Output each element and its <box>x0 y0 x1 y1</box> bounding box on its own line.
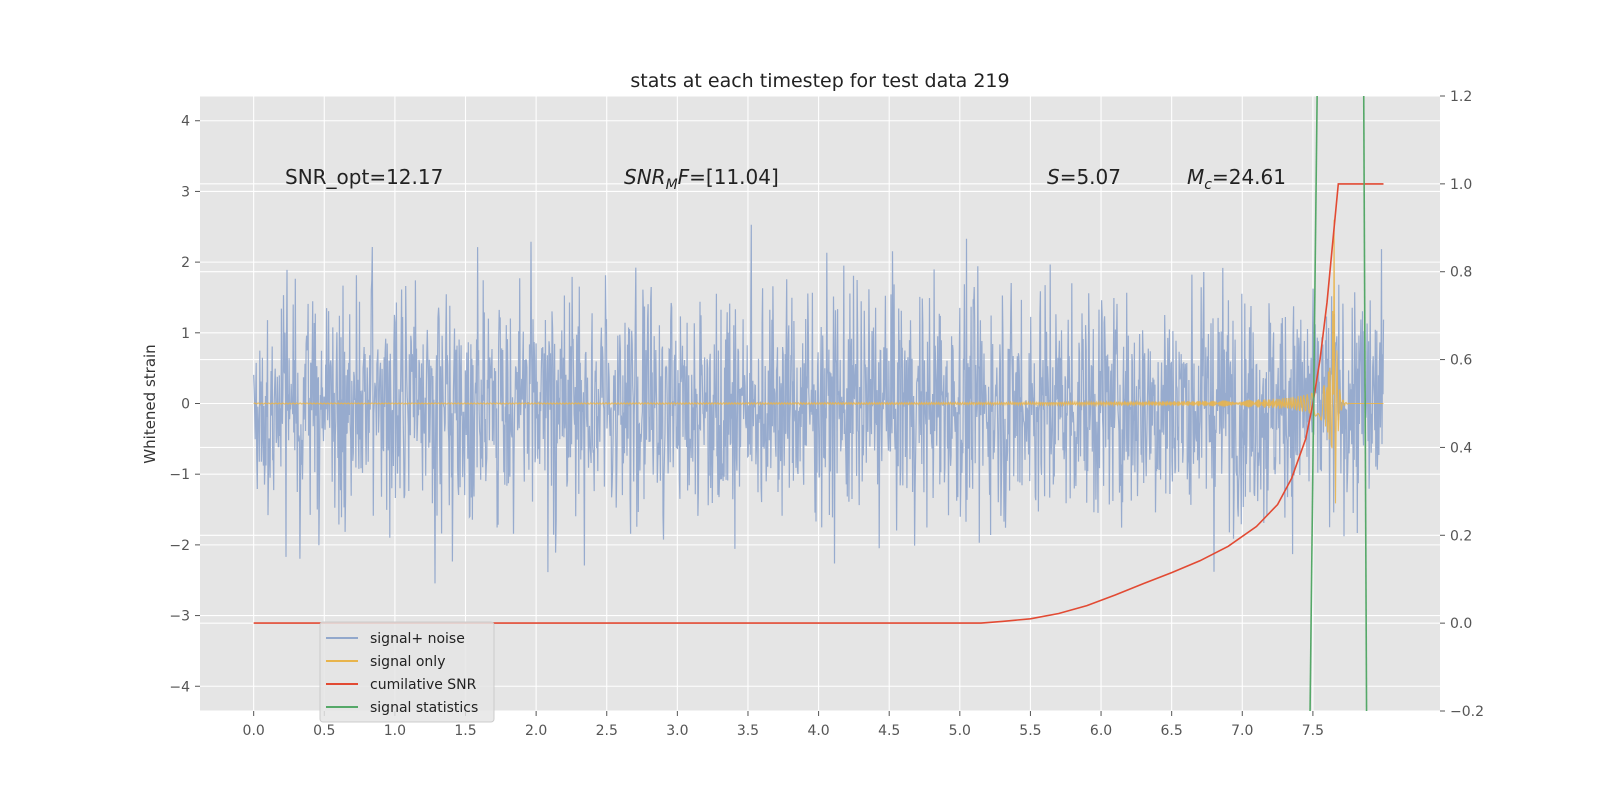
annotations: SNR_opt=12.17 SNRMF=[11.04] S=5.07 Mc=24… <box>285 165 1286 193</box>
y2-tick-label: 0.8 <box>1450 265 1472 281</box>
y-tick-label: 0 <box>181 397 190 413</box>
y2-tick-label: 0.2 <box>1450 528 1472 544</box>
legend-label-signal-only: signal only <box>370 654 445 670</box>
x-tick-label: 0.5 <box>313 723 335 739</box>
x-tick-label: 2.0 <box>525 723 547 739</box>
chart-title: stats at each timestep for test data 219 <box>630 70 1009 92</box>
series-signal-statistics <box>1309 95 1318 712</box>
x-tick-label: 4.0 <box>807 723 829 739</box>
x-tick-label: 0.0 <box>243 723 265 739</box>
x-tick-label: 7.5 <box>1302 723 1324 739</box>
series-signal-only <box>253 219 1384 504</box>
x-tick-label: 5.0 <box>949 723 971 739</box>
x-tick-label: 3.0 <box>666 723 688 739</box>
annotation-snr-mf: SNRMF=[11.04] <box>624 165 779 193</box>
y-tick-label: 2 <box>181 255 190 271</box>
y2-tick-label: 0.4 <box>1450 440 1472 456</box>
series-cumulative-snr <box>253 183 1384 624</box>
legend-label-cumulative-snr: cumilative SNR <box>370 677 477 693</box>
series-signal-statistics <box>1362 95 1368 712</box>
x-tick-label: 4.5 <box>878 723 900 739</box>
legend-label-signal-noise: signal+ noise <box>370 631 465 647</box>
y2-tick-label: 1.0 <box>1450 177 1472 193</box>
series-signal-noise <box>253 224 1385 584</box>
y-tick-label: −2 <box>169 538 190 554</box>
y2-tick-label: −0.2 <box>1450 704 1484 720</box>
y-tick-label: −4 <box>169 679 190 695</box>
annotation-mc: Mc=24.61 <box>1187 165 1286 193</box>
annotation-snr-opt: SNR_opt=12.17 <box>285 165 443 189</box>
x-tick-label: 1.5 <box>454 723 476 739</box>
y-tick-label: −1 <box>169 467 190 483</box>
legend: signal+ noise signal only cumilative SNR… <box>319 621 495 723</box>
y2-tick-label: 0.6 <box>1450 353 1472 369</box>
x-tick-label: 6.0 <box>1090 723 1112 739</box>
annotation-s: S=5.07 <box>1047 165 1121 189</box>
x-tick-label: 1.0 <box>384 723 406 739</box>
x-tick-label: 2.5 <box>596 723 618 739</box>
legend-label-signal-statistics: signal statistics <box>370 700 478 716</box>
x-tick-label: 6.5 <box>1161 723 1183 739</box>
y2-tick-label: 1.2 <box>1450 89 1472 105</box>
x-tick-label: 7.0 <box>1231 723 1253 739</box>
y-tick-label: −3 <box>169 609 190 625</box>
x-tick-label: 3.5 <box>737 723 759 739</box>
y-tick-label: 1 <box>181 326 190 342</box>
y2-tick-label: 0.0 <box>1450 616 1472 632</box>
y-tick-label: 4 <box>181 114 190 130</box>
axes-layer: 0.0 0.5 1.0 1.5 2.0 2.5 3.0 3.5 4.0 4.5 5.0 5.5 6.0 6… <box>169 89 1484 739</box>
legend-box <box>319 621 495 723</box>
y-axis-label: Whitened strain <box>141 344 159 463</box>
series-layer <box>253 95 1385 712</box>
x-tick-label: 5.5 <box>1019 723 1041 739</box>
y-tick-label: 3 <box>181 184 190 200</box>
